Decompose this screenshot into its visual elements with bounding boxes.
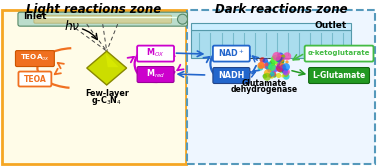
Polygon shape	[87, 51, 127, 85]
FancyBboxPatch shape	[2, 10, 186, 164]
Text: TEOA$_{ox}$: TEOA$_{ox}$	[20, 53, 50, 63]
Circle shape	[285, 60, 289, 64]
Circle shape	[267, 62, 271, 66]
FancyBboxPatch shape	[213, 46, 250, 62]
Circle shape	[260, 57, 265, 63]
Circle shape	[265, 62, 268, 66]
Circle shape	[271, 72, 276, 77]
Circle shape	[283, 71, 289, 77]
FancyBboxPatch shape	[213, 68, 250, 83]
Circle shape	[280, 57, 284, 60]
FancyBboxPatch shape	[19, 72, 51, 86]
Circle shape	[279, 54, 285, 61]
Circle shape	[257, 62, 265, 69]
Circle shape	[268, 63, 276, 71]
FancyBboxPatch shape	[187, 10, 375, 164]
Circle shape	[277, 62, 284, 69]
Circle shape	[281, 75, 284, 78]
Circle shape	[178, 14, 187, 24]
Circle shape	[283, 70, 288, 75]
FancyBboxPatch shape	[305, 46, 373, 62]
Circle shape	[276, 56, 282, 62]
Circle shape	[276, 73, 281, 78]
FancyBboxPatch shape	[309, 68, 369, 83]
Text: Light reactions zone: Light reactions zone	[26, 3, 161, 16]
FancyBboxPatch shape	[15, 51, 54, 67]
Text: α-ketoglutarate: α-ketoglutarate	[308, 50, 370, 56]
Circle shape	[278, 59, 284, 65]
Circle shape	[278, 56, 282, 60]
Circle shape	[271, 55, 280, 64]
Text: L-Glutamate: L-Glutamate	[313, 71, 366, 80]
Text: TEOA: TEOA	[23, 75, 46, 83]
FancyBboxPatch shape	[192, 23, 351, 30]
Circle shape	[264, 69, 272, 77]
Circle shape	[279, 67, 285, 73]
Circle shape	[283, 73, 290, 80]
Circle shape	[259, 62, 265, 68]
Circle shape	[257, 65, 263, 71]
Circle shape	[280, 64, 286, 71]
Circle shape	[270, 58, 278, 66]
Circle shape	[282, 54, 285, 58]
Circle shape	[263, 58, 268, 64]
Circle shape	[284, 69, 290, 75]
Circle shape	[269, 60, 275, 66]
Text: NAD$^+$: NAD$^+$	[218, 47, 245, 59]
FancyBboxPatch shape	[34, 15, 172, 23]
Circle shape	[268, 74, 272, 78]
Text: Dark reactions zone: Dark reactions zone	[215, 3, 347, 16]
Circle shape	[263, 74, 267, 79]
Circle shape	[265, 61, 269, 64]
FancyBboxPatch shape	[137, 46, 174, 62]
Circle shape	[265, 63, 273, 71]
Text: Few-layer: Few-layer	[85, 89, 129, 98]
Circle shape	[283, 52, 291, 60]
Circle shape	[282, 68, 288, 74]
Circle shape	[280, 59, 285, 63]
Text: M$_{OX}$: M$_{OX}$	[146, 47, 165, 59]
Circle shape	[276, 66, 282, 72]
Circle shape	[283, 70, 288, 76]
Circle shape	[271, 57, 275, 60]
Circle shape	[272, 52, 281, 61]
Circle shape	[270, 65, 277, 73]
Circle shape	[263, 73, 271, 81]
Text: g-C$_3$N$_4$: g-C$_3$N$_4$	[91, 94, 122, 107]
Circle shape	[270, 75, 274, 79]
Circle shape	[276, 64, 285, 72]
FancyBboxPatch shape	[137, 67, 174, 83]
Circle shape	[272, 73, 277, 78]
Text: Outlet: Outlet	[315, 21, 347, 30]
Circle shape	[263, 64, 269, 69]
Text: dehydrogenase: dehydrogenase	[231, 85, 298, 94]
Circle shape	[270, 72, 275, 77]
FancyBboxPatch shape	[192, 30, 351, 58]
Polygon shape	[106, 54, 119, 67]
Circle shape	[280, 63, 285, 68]
FancyBboxPatch shape	[18, 12, 187, 26]
Circle shape	[281, 55, 284, 58]
Circle shape	[282, 63, 290, 71]
Text: Inlet: Inlet	[23, 12, 46, 21]
Text: M$_{red}$: M$_{red}$	[146, 68, 165, 80]
Circle shape	[265, 65, 271, 70]
Circle shape	[267, 68, 271, 72]
Circle shape	[277, 52, 284, 59]
Text: NADH: NADH	[218, 71, 245, 80]
Text: Glutamate: Glutamate	[242, 80, 287, 88]
Circle shape	[277, 55, 284, 63]
Text: $h\nu$: $h\nu$	[64, 19, 80, 33]
Circle shape	[268, 73, 273, 78]
